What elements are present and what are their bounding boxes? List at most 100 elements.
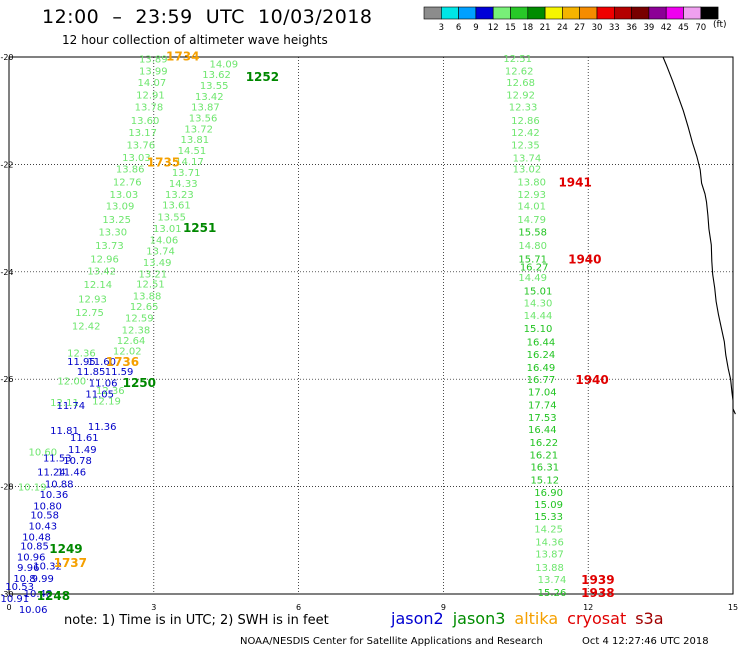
color-scale-tick-label: 15 (505, 23, 516, 33)
wave-height-label: 13.88 (133, 291, 162, 302)
wave-height-label: 14.06 (150, 236, 179, 247)
wave-height-label: 14.80 (518, 241, 547, 252)
wave-height-label: 10.91 (0, 594, 29, 605)
wave-height-label: 13.87 (535, 550, 564, 561)
wave-height-label: 13.88 (535, 563, 564, 574)
wave-height-label: 14.51 (178, 146, 207, 157)
wave-height-label: 11.74 (56, 401, 85, 412)
color-scale-unit: (ft) (713, 20, 727, 30)
wave-height-label: 10.8 (13, 574, 35, 585)
y-tick-label: -20 (0, 53, 13, 62)
wave-height-label: 12.36 (96, 386, 125, 397)
pass-time-label: 1736 (106, 355, 139, 369)
wave-height-label: 12.42 (511, 128, 540, 139)
wave-height-label: 14.36 (535, 537, 564, 548)
wave-height-label: 14.09 (209, 59, 238, 70)
wave-height-label: 15.26 (538, 588, 567, 599)
wave-height-label: 12.33 (509, 102, 538, 113)
color-scale-tick-label: 24 (557, 23, 568, 33)
legend-jason2: jason2 (391, 609, 444, 628)
wave-height-label: 12.59 (125, 313, 154, 324)
wave-height-label: 13.72 (184, 124, 213, 135)
wave-height-label: 13.55 (157, 212, 186, 223)
wave-height-label: 11.60 (87, 357, 116, 368)
pass-time-label: 1252 (246, 70, 279, 84)
pass-time-label: 1248 (37, 589, 70, 603)
wave-height-label: 11.06 (89, 378, 118, 389)
pass-time-label: 1940 (568, 252, 601, 266)
wave-height-label: 13.01 (153, 224, 182, 235)
wave-height-label: 16.27 (520, 262, 549, 273)
wave-height-label: 13.60 (131, 116, 160, 127)
wave-height-label: 12.42 (72, 322, 101, 333)
wave-height-label: 14.44 (524, 311, 553, 322)
color-scale-tick-label: 6 (456, 23, 461, 33)
wave-height-label: 16.90 (534, 488, 563, 499)
wave-height-label: 16.24 (527, 350, 556, 361)
pass-time-label: 1249 (49, 542, 82, 556)
wave-height-label: 11.59 (105, 367, 134, 378)
wave-height-label: 16.49 (527, 363, 556, 374)
wave-height-label: 10.32 (33, 562, 62, 573)
wave-height-label: 13.74 (538, 575, 567, 586)
wave-height-label: 12.65 (130, 302, 159, 313)
wave-height-label: 13.78 (135, 102, 164, 113)
wave-height-label: 15.33 (534, 512, 563, 523)
wave-height-label: 12.51 (503, 54, 532, 65)
wave-height-label: 12.51 (136, 280, 165, 291)
wave-height-label: 13.55 (200, 81, 229, 92)
wave-height-label: 12.86 (511, 116, 540, 127)
pass-time-label: 1941 (558, 176, 591, 190)
wave-height-label: 13.87 (191, 102, 220, 113)
wave-height-label: 16.22 (529, 438, 558, 449)
y-tick-label: -24 (0, 268, 13, 277)
wave-height-label: 14.33 (169, 179, 198, 190)
color-scale-tick-label: 33 (609, 23, 620, 33)
color-scale-tick-label: 27 (574, 23, 585, 33)
wave-height-label: 13.03 (122, 153, 151, 164)
page-title: 12:00 – 23:59 UTC 10/03/2018 (42, 6, 373, 28)
wave-height-label: 16.21 (529, 450, 558, 461)
x-tick-label: 0 (6, 603, 11, 612)
wave-height-label: 16.44 (528, 425, 557, 436)
wave-height-label: 11.49 (68, 445, 97, 456)
wave-height-label: 11.05 (85, 390, 114, 401)
credit-line: NOAA/NESDIS Center for Satellite Applica… (240, 636, 543, 647)
wave-height-label: 10.80 (33, 501, 62, 512)
wave-height-label: 10.78 (63, 456, 92, 467)
color-scale-tick-label: 12 (488, 23, 499, 33)
color-scale-tick-label: 9 (473, 23, 478, 33)
wave-height-label: 10.85 (20, 542, 49, 553)
wave-height-label: 13.02 (513, 165, 542, 176)
color-scale-tick-label: 3 (439, 23, 444, 33)
wave-height-label: 13.74 (146, 246, 175, 257)
wave-height-label: 10.06 (19, 605, 48, 616)
wave-height-label: 13.21 (139, 269, 168, 280)
color-scale-tick-label: 30 (592, 23, 603, 33)
y-tick-label: -30 (0, 590, 13, 599)
color-scale-bar: 3 6 9 12 15 18 21 24 27 30 33 36 39 42 45 70 (423, 6, 719, 33)
wave-height-label: 13.99 (139, 66, 168, 77)
wave-height-label: 13.56 (189, 114, 218, 125)
wave-height-label: 16.31 (530, 463, 559, 474)
pass-time-label: 1734 (166, 49, 199, 63)
wave-height-label: 16.44 (527, 338, 556, 349)
legend-cryosat: cryosat (567, 609, 627, 628)
x-tick-label: 3 (151, 603, 156, 612)
wave-height-label: 12.62 (505, 66, 534, 77)
wave-height-label: 12.19 (92, 397, 121, 408)
wave-height-label: 15.71 (518, 254, 547, 265)
wave-height-label: 11.46 (57, 468, 86, 479)
color-scale-tick-label: 21 (540, 23, 551, 33)
wave-height-label: 14.07 (138, 78, 167, 89)
x-tick-label: 15 (728, 603, 738, 612)
wave-height-label: 11.95 (67, 357, 96, 368)
wave-height-label: 13.03 (110, 190, 139, 201)
wave-height-label: 11.53 (43, 454, 72, 465)
wave-height-label: 11.24 (37, 468, 66, 479)
wave-height-label: 15.01 (524, 287, 553, 298)
color-scale-swatch (700, 6, 719, 20)
wave-height-label: 12.64 (117, 336, 146, 347)
